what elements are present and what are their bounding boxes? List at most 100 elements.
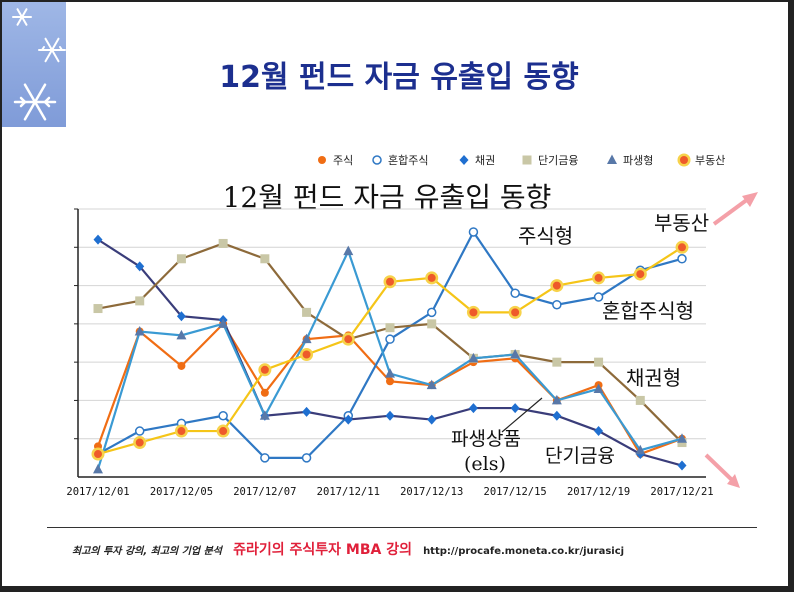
data-point: [675, 240, 689, 254]
data-point: [593, 292, 604, 302]
x-tick-label: 2017/12/19: [567, 486, 630, 498]
data-point: [343, 414, 353, 425]
annotation-label: 주식형: [518, 224, 573, 248]
data-point: [218, 410, 228, 421]
data-point: [218, 318, 229, 328]
data-point: [510, 403, 520, 414]
data-point: [260, 453, 270, 463]
data-point: [135, 296, 145, 306]
x-tick-label: 2017/12/15: [484, 486, 547, 498]
data-point: [343, 245, 354, 256]
x-tick-label: 2017/12/01: [66, 486, 129, 498]
legend-item: 단기금융: [522, 154, 578, 167]
legend-label: 주식: [333, 154, 353, 167]
data-point: [176, 311, 186, 322]
x-tick-label: 2017/12/05: [150, 486, 213, 498]
data-point: [551, 394, 562, 405]
data-point: [677, 254, 687, 264]
legend-item: 파생형: [607, 154, 653, 167]
footer-tagline: 최고의 투자 강의, 최고의 기업 분석: [72, 546, 223, 557]
footer-divider: [47, 527, 757, 528]
data-point: [385, 410, 395, 421]
footer-course-title: 쥬라기의 주식투자 MBA 강의: [233, 542, 412, 558]
data-point: [633, 267, 647, 281]
data-point: [635, 395, 645, 405]
data-point: [135, 261, 145, 272]
series-채권: [93, 234, 687, 471]
down-trend-arrow: [704, 453, 734, 482]
data-point: [552, 299, 562, 310]
x-tick-label: 2017/12/13: [400, 486, 463, 498]
data-point: [426, 379, 437, 390]
data-point: [508, 305, 522, 319]
data-point: [386, 377, 394, 386]
legend-label: 채권: [475, 154, 495, 167]
data-point: [552, 410, 562, 421]
data-point: [260, 388, 269, 397]
slide-title: 12월 펀드 자금 유출입 동향: [219, 60, 579, 95]
data-point: [216, 424, 230, 438]
data-point: [383, 275, 397, 289]
series-파생형: [93, 245, 687, 474]
data-point: [134, 426, 145, 436]
data-point: [552, 357, 562, 367]
data-point: [510, 348, 521, 359]
data-point: [301, 453, 312, 463]
data-point: [385, 368, 395, 378]
series-부동산: [91, 240, 689, 461]
data-point: [91, 447, 105, 461]
data-point: [385, 334, 395, 344]
legend-item: 주식: [318, 154, 353, 167]
up-arrow-head: [742, 192, 758, 207]
data-point: [93, 463, 103, 474]
up-trend-arrow: [712, 197, 750, 226]
legend-item: 혼합주식: [372, 154, 428, 167]
fund-flow-chart: 12월 펀드 자금 유출입 동향 2017/12/01 2017/12/05 201…: [66, 153, 758, 498]
annotation-label: 혼합주식형: [602, 299, 694, 323]
data-point: [592, 271, 606, 285]
data-point: [301, 333, 312, 344]
data-point: [468, 352, 479, 363]
data-point: [174, 424, 188, 438]
data-point: [259, 410, 270, 420]
data-point: [218, 238, 228, 248]
snowflake-icon: [12, 8, 66, 121]
data-point: [176, 329, 187, 340]
legend-marker: [372, 155, 382, 165]
data-point: [677, 460, 687, 471]
data-point: [594, 426, 604, 437]
legend-marker: [459, 155, 469, 165]
legend-marker: [318, 156, 326, 164]
legend-item: 부동산: [677, 153, 725, 167]
data-point: [302, 406, 312, 417]
footer-url[interactable]: http://procafe.moneta.co.kr/jurasicj: [423, 546, 625, 557]
footer: 최고의 투자 강의, 최고의 기업 분석 쥬라기의 주식투자 MBA 강의 ht…: [72, 539, 624, 559]
legend-marker: [677, 153, 691, 167]
x-tick-label: 2017/12/07: [233, 486, 296, 498]
data-point: [677, 433, 687, 443]
data-point: [510, 288, 520, 298]
legend-label: 단기금융: [538, 154, 578, 167]
data-point: [550, 279, 564, 293]
data-point: [466, 305, 480, 319]
x-tick-label: 2017/12/11: [317, 486, 380, 498]
data-point: [260, 254, 270, 264]
data-point: [425, 271, 439, 285]
data-point: [594, 357, 604, 367]
data-point: [177, 361, 186, 370]
legend-label: 부동산: [695, 154, 725, 167]
data-point: [300, 347, 314, 361]
data-point: [258, 363, 272, 377]
data-point: [468, 403, 478, 414]
legend-item: 채권: [459, 154, 495, 167]
data-point: [635, 444, 646, 455]
x-tick-label: 2017/12/21: [650, 486, 713, 498]
left-decoration-band: [2, 2, 66, 127]
data-point: [133, 436, 147, 450]
data-point: [341, 332, 355, 346]
legend-marker: [607, 154, 617, 164]
data-point: [427, 414, 437, 425]
data-point: [302, 307, 312, 317]
legend-label: 파생형: [623, 154, 653, 167]
data-point: [93, 234, 103, 245]
